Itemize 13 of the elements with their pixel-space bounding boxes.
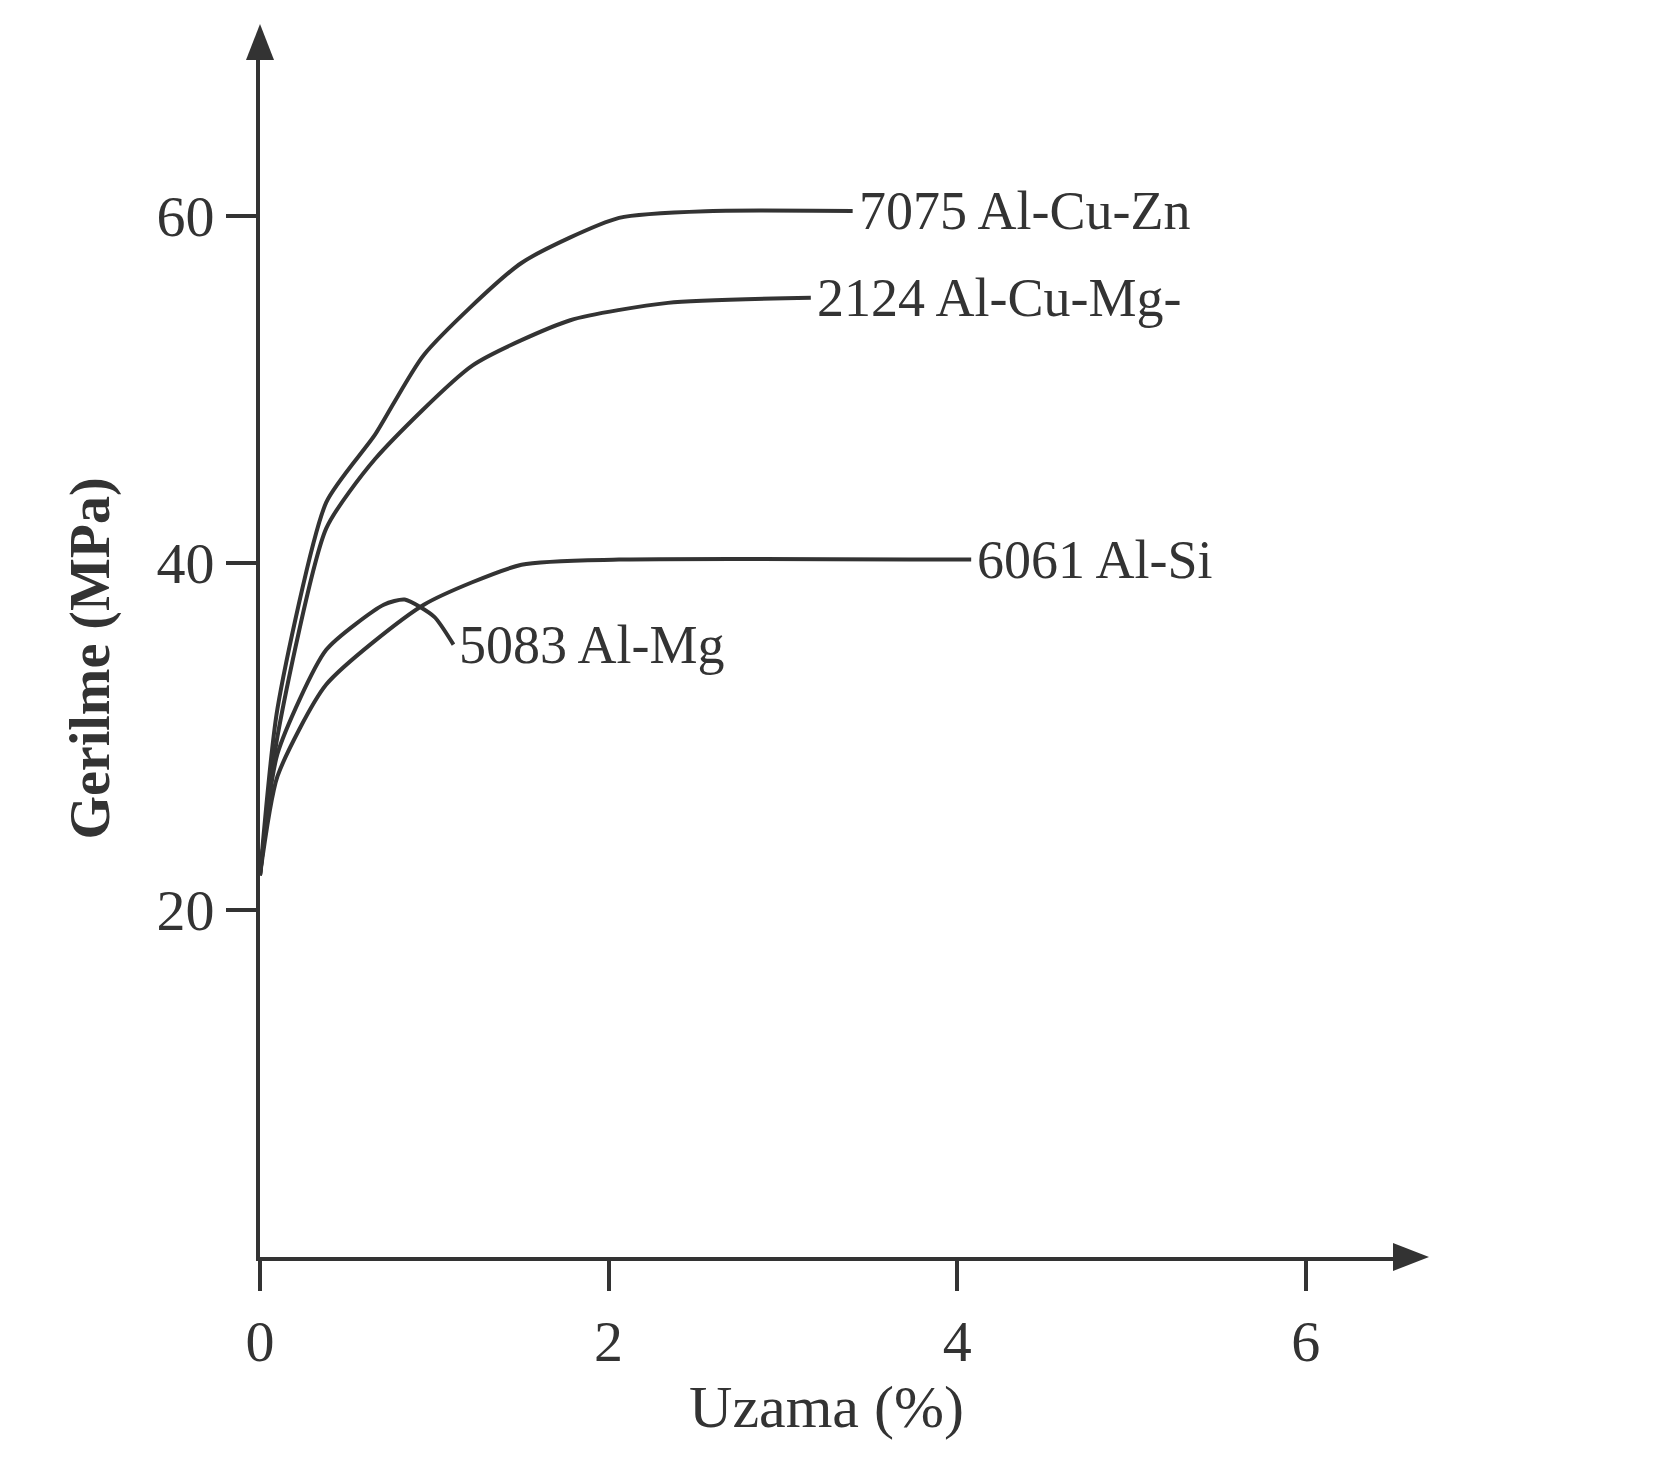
- y-tick-label: 40: [156, 531, 215, 597]
- series-label: 7075 Al-Cu-Zn: [859, 181, 1191, 241]
- y-tick-label: 20: [156, 878, 215, 944]
- x-tick-label: 0: [245, 1308, 275, 1374]
- series-label: 2124 Al-Cu-Mg-: [817, 268, 1182, 328]
- x-tick-label: 2: [594, 1308, 624, 1374]
- y-axis-title: Gerilme (MPa): [58, 477, 122, 840]
- x-tick-label: 6: [1291, 1308, 1321, 1374]
- x-tick-label: 4: [942, 1308, 972, 1374]
- series-label: 5083 Al-Mg: [459, 615, 725, 675]
- x-axis-title: Uzama (%): [689, 1373, 964, 1440]
- series-label: 6061 Al-Si: [977, 530, 1213, 590]
- y-tick-label: 60: [156, 184, 215, 250]
